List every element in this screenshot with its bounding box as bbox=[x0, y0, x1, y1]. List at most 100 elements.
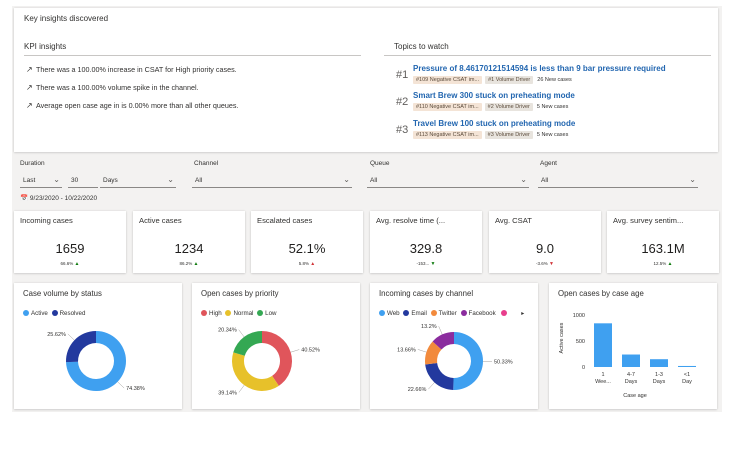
stat-value: 1659 bbox=[55, 241, 85, 256]
slice-leader-line bbox=[117, 381, 125, 389]
duration-type-dropdown[interactable]: Last ⌄ bbox=[20, 174, 62, 188]
date-range: 📅 9/23/2020 - 10/22/2020 bbox=[20, 194, 97, 202]
legend-next-icon[interactable]: ▸ bbox=[521, 310, 525, 317]
donut-slice-facebook[interactable] bbox=[432, 332, 454, 350]
bar[interactable] bbox=[622, 354, 640, 367]
kpi-item: ↗ There was a 100.00% volume spike in the… bbox=[26, 83, 199, 92]
slice-leader-line bbox=[438, 326, 443, 335]
donut-slice-active[interactable] bbox=[66, 331, 126, 391]
legend-label[interactable]: Web bbox=[387, 310, 400, 317]
slice-label: 20.34% bbox=[218, 328, 237, 334]
donut-slice-low[interactable] bbox=[233, 331, 262, 356]
channel-value: All bbox=[195, 177, 203, 184]
x-axis-label: Case age bbox=[623, 393, 647, 399]
chart-title: Open cases by priority bbox=[201, 289, 279, 298]
chart-title: Case volume by status bbox=[23, 289, 102, 298]
triangle-up-icon: ▲ bbox=[74, 261, 80, 267]
kpi-text: There was a 100.00% increase in CSAT for… bbox=[36, 65, 237, 74]
bar[interactable] bbox=[594, 323, 612, 367]
chevron-down-icon: ⌄ bbox=[343, 175, 350, 184]
stat-change-text: -153... bbox=[416, 261, 430, 266]
stat-change: 66.6% ▲ bbox=[14, 261, 126, 267]
chart-legend: Active Resolved bbox=[23, 310, 85, 317]
stat-card-csat[interactable]: Avg. CSAT 9.0 -3.6% ▼ bbox=[489, 211, 601, 273]
donut-chart: 50.33% 22.66% 13.66% 13.2% bbox=[397, 324, 513, 393]
topic-item: #1 Pressure of 8.46170121514594 is less … bbox=[386, 64, 706, 94]
kpi-insights-title: KPI insights bbox=[24, 42, 67, 51]
stat-value: 52.1% bbox=[288, 241, 326, 256]
topic-rank: #2 bbox=[396, 96, 409, 108]
stat-title: Avg. resolve time (... bbox=[376, 216, 446, 225]
donut-slice-twitter[interactable] bbox=[425, 341, 442, 365]
stat-card-escalated[interactable]: Escalated cases 52.1% 5.8% ▲ bbox=[251, 211, 363, 273]
legend-dot-facebook bbox=[460, 310, 467, 316]
topic-rank: #1 bbox=[396, 69, 409, 81]
legend-label[interactable]: Normal bbox=[233, 310, 254, 317]
slice-leader-line bbox=[428, 382, 435, 390]
topic-rank: #3 bbox=[396, 124, 409, 136]
stat-card-active[interactable]: Active cases 1234 86.2% ▲ bbox=[133, 211, 245, 273]
queue-label: Queue bbox=[370, 160, 390, 167]
legend-label[interactable]: Active bbox=[31, 310, 48, 317]
donut-chart: 74.38% 25.62% bbox=[47, 331, 145, 392]
legend-dot-web bbox=[379, 310, 385, 316]
stat-title: Escalated cases bbox=[257, 216, 313, 225]
y-tick-label: 0 bbox=[582, 365, 585, 371]
legend-dot-high bbox=[201, 310, 207, 316]
donut-slice-resolved[interactable] bbox=[66, 331, 96, 363]
channel-dropdown[interactable]: All ⌄ bbox=[192, 174, 352, 188]
legend-label[interactable]: High bbox=[209, 310, 222, 317]
stat-change-text: 5.8% bbox=[298, 261, 310, 266]
queue-dropdown[interactable]: All ⌄ bbox=[367, 174, 529, 188]
chevron-down-icon: ⌄ bbox=[53, 175, 60, 184]
stat-title: Avg. survey sentim... bbox=[613, 216, 684, 225]
legend-dot-low bbox=[257, 310, 264, 316]
duration-type-value: Last bbox=[23, 177, 36, 184]
topic-item: #2 Smart Brew 300 stuck on preheating mo… bbox=[386, 91, 706, 121]
stat-card-resolve-time[interactable]: Avg. resolve time (... 329.8 -153... ▼ bbox=[370, 211, 482, 273]
bar[interactable] bbox=[650, 359, 668, 367]
legend-label[interactable]: Facebook bbox=[468, 310, 496, 317]
legend-dot-twitter bbox=[430, 310, 437, 316]
topic-link[interactable]: Travel Brew 100 stuck on preheating mode bbox=[413, 119, 576, 128]
duration-value-input[interactable]: 30 bbox=[68, 174, 98, 188]
agent-dropdown[interactable]: All ⌄ bbox=[538, 174, 698, 188]
chart-title: Incoming cases by channel bbox=[379, 289, 474, 298]
topic-tags: #110 Negative CSAT im... #2 Volume Driver… bbox=[413, 103, 568, 111]
topic-link[interactable]: Pressure of 8.46170121514594 is less tha… bbox=[413, 64, 666, 73]
date-range-text: 9/23/2020 - 10/22/2020 bbox=[29, 195, 98, 202]
stat-change: 12.5% ▲ bbox=[607, 261, 719, 267]
key-insights-header: Key insights discovered bbox=[24, 14, 109, 23]
stat-card-incoming[interactable]: Incoming cases 1659 66.6% ▲ bbox=[14, 211, 126, 273]
x-tick-label: <1 bbox=[684, 372, 690, 378]
stat-change: -3.6% ▼ bbox=[489, 261, 601, 267]
duration-unit-dropdown[interactable]: Days ⌄ bbox=[100, 174, 176, 188]
donut-slice-high[interactable] bbox=[262, 331, 292, 386]
bar[interactable] bbox=[678, 365, 696, 367]
donut-slice-web[interactable] bbox=[453, 332, 483, 390]
legend-label[interactable]: Low bbox=[265, 310, 277, 317]
slice-label: 39.14% bbox=[218, 390, 237, 396]
x-tick-label: 1-3 bbox=[655, 372, 663, 378]
donut-chart: 40.52% 39.14% 20.34% bbox=[218, 328, 320, 397]
stat-change-text: 86.2% bbox=[179, 261, 193, 266]
x-tick-label: Days bbox=[625, 379, 638, 385]
arrow-up-right-icon: ↗ bbox=[26, 101, 33, 110]
topic-link[interactable]: Smart Brew 300 stuck on preheating mode bbox=[413, 91, 575, 100]
triangle-up-icon: ▲ bbox=[193, 261, 199, 267]
y-tick-label: 1000 bbox=[573, 313, 585, 319]
legend-label[interactable]: Email bbox=[411, 310, 427, 317]
chevron-down-icon: ⌄ bbox=[167, 175, 174, 184]
volume-tag: #1 Volume Driver bbox=[485, 76, 534, 84]
legend-label[interactable]: Resolved bbox=[59, 310, 86, 317]
stat-card-survey-sentiment[interactable]: Avg. survey sentim... 163.1M 12.5% ▲ bbox=[607, 211, 719, 273]
new-cases-count: 26 New cases bbox=[537, 77, 572, 83]
chart-legend: High Normal Low bbox=[201, 310, 277, 317]
legend-label[interactable]: Twitter bbox=[438, 310, 457, 317]
csat-tag: #113 Negative CSAT im... bbox=[413, 131, 482, 139]
slice-label: 50.33% bbox=[494, 359, 513, 365]
stat-change-text: 12.5% bbox=[653, 261, 667, 266]
donut-slice-normal[interactable] bbox=[232, 352, 279, 391]
donut-slice-email[interactable] bbox=[425, 363, 454, 390]
